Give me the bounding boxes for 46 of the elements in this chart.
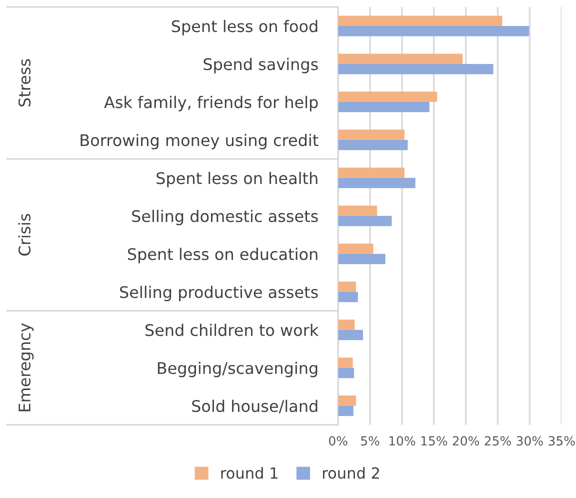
bar [338,54,463,64]
y-tick-label: Send children to work [146,324,319,336]
x-tick-label: 5% [361,436,380,446]
y-tick-label: Spent less on education [128,248,318,264]
bar [338,206,378,216]
bar [338,244,374,254]
bar [338,396,356,406]
text: Emeregncy [18,323,34,412]
y-tick-label: Spend savings [204,58,318,74]
bar [338,330,364,340]
x-tick-label: 15% [421,436,448,446]
bar [338,216,392,226]
bar [338,168,405,178]
y-tick-label: Ask family, friends for help [104,96,318,112]
y-tick-label: Sold house/land [192,400,318,414]
legend-label: round 1 [221,466,278,479]
text: Crisis [18,214,31,256]
bar [338,92,438,102]
bar [338,102,430,112]
bar [338,64,494,74]
y-tick-label: Borrowing money using credit [80,134,318,150]
x-tick-label: 20% [452,436,480,446]
legend-label: round 2 [323,466,380,479]
bar [338,178,416,188]
bar [338,368,354,378]
y-tick-label: Begging/scavenging [158,362,318,378]
y-tick-label: Selling domestic assets [132,210,318,226]
bar [338,254,386,264]
bar [338,130,405,140]
x-tick-label: 0% [329,436,348,446]
bar [338,320,355,330]
x-tick-label: 10% [389,436,416,446]
y-tick-label: Selling productive assets [120,286,318,302]
bar [338,16,502,26]
x-tick-label: 35% [548,436,575,446]
bar [338,292,358,302]
bar [338,140,408,150]
bar [338,358,353,368]
text: Stress [18,59,31,106]
x-tick-label: 25% [484,436,511,446]
bar [338,406,354,416]
bar [338,26,530,36]
x-tick-label: 30% [516,436,543,446]
y-tick-label: Spent less on food [172,20,318,36]
y-tick-label: Spent less on health [156,172,318,188]
bar [338,282,356,292]
